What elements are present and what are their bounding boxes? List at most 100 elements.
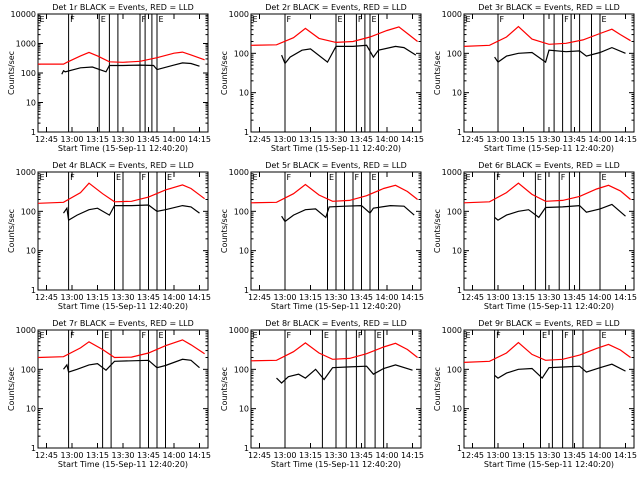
x-tick-label: 12:45 (248, 135, 271, 144)
event-marker-label: F (496, 331, 501, 340)
events-rate-line (494, 46, 626, 64)
event-marker-label: E (167, 173, 172, 182)
y-axis-label: Counts/sec (433, 51, 442, 95)
y-tick-label: 1 (457, 444, 462, 453)
x-tick-label: 12:45 (35, 451, 58, 460)
y-tick-label: 100 (447, 49, 462, 58)
chart-panel-4: Det 4r BLACK = Events, RED = LLD 1 10 100 10… (7, 161, 211, 311)
events-rate-line (494, 203, 626, 221)
event-marker-label: F (500, 15, 505, 24)
event-marker-label: E (101, 15, 106, 24)
y-axis-label: Counts/sec (433, 367, 442, 411)
events-rate-line (63, 204, 200, 222)
x-tick-label: 14:15 (401, 135, 424, 144)
x-tick-label: 13:15 (299, 451, 322, 460)
x-tick-label: 13:15 (512, 135, 535, 144)
y-tick-label: 10 (452, 89, 462, 98)
event-marker-label: E (253, 331, 258, 340)
event-marker-label: F (70, 173, 75, 182)
chart-panel-9: Det 9r BLACK = Events, RED = LLD 1 10 100 10… (433, 319, 637, 469)
plot-frame (37, 329, 209, 449)
x-axis-label: Start Time (15-Sep-11 12:40:20) (58, 144, 188, 153)
x-tick-label: 12:45 (248, 451, 271, 460)
event-marker-label: F (358, 15, 363, 24)
y-tick-label: 100 (21, 69, 36, 78)
lld-rate-line (250, 26, 418, 46)
x-axis-label: Start Time (15-Sep-11 12:40:20) (58, 460, 188, 469)
y-tick-label: 1 (244, 286, 249, 295)
y-tick-label: 10 (239, 89, 249, 98)
lld-rate-line (250, 342, 418, 362)
x-tick-label: 14:15 (614, 135, 637, 144)
event-marker-label: F (142, 331, 147, 340)
y-tick-label: 1000 (229, 168, 249, 177)
y-tick-label: 100 (234, 365, 249, 374)
event-marker-label: E (338, 15, 343, 24)
x-tick-label: 14:15 (614, 451, 637, 460)
event-marker-label: E (602, 15, 607, 24)
x-tick-label: 14:00 (588, 135, 611, 144)
event-marker-label: E (253, 173, 258, 182)
events-rate-line (281, 44, 417, 65)
y-tick-label: 1000 (442, 168, 462, 177)
event-marker-label: F (355, 173, 360, 182)
y-tick-label: 1000 (229, 10, 249, 19)
x-tick-label: 12:45 (461, 293, 484, 302)
chart-title: Det 9r BLACK = Events, RED = LLD (478, 319, 620, 328)
events-rate-line (494, 363, 626, 380)
event-marker-label: E (602, 331, 607, 340)
x-tick-label: 14:15 (188, 135, 211, 144)
chart-panel-5: Det 5r BLACK = Events, RED = LLD 1 10 100 10… (220, 161, 424, 311)
y-tick-label: 100 (447, 207, 462, 216)
x-tick-label: 13:45 (137, 293, 160, 302)
y-tick-label: 100 (234, 49, 249, 58)
x-tick-label: 13:00 (60, 293, 83, 302)
x-tick-label: 13:45 (563, 451, 586, 460)
x-tick-label: 14:00 (375, 451, 398, 460)
chart-title: Det 8r BLACK = Events, RED = LLD (265, 319, 407, 328)
y-tick-label: 100 (21, 207, 36, 216)
event-marker-label: E (40, 15, 45, 24)
y-tick-label: 10 (239, 247, 249, 256)
x-tick-label: 14:00 (588, 451, 611, 460)
lld-rate-line (37, 339, 205, 359)
events-rate-line (281, 204, 415, 223)
y-tick-label: 1 (31, 444, 36, 453)
y-tick-label: 10 (26, 247, 36, 256)
event-marker-label: E (542, 331, 547, 340)
x-tick-label: 12:45 (461, 451, 484, 460)
chart-title: Det 2r BLACK = Events, RED = LLD (265, 3, 407, 12)
x-tick-label: 13:30 (111, 135, 134, 144)
x-axis-label: Start Time (15-Sep-11 12:40:20) (484, 460, 614, 469)
event-marker-label: E (466, 173, 471, 182)
event-marker-label: F (564, 331, 569, 340)
event-marker-label: E (537, 173, 542, 182)
x-axis-label: Start Time (15-Sep-11 12:40:20) (484, 144, 614, 153)
x-tick-label: 13:00 (486, 135, 509, 144)
x-tick-label: 14:00 (162, 451, 185, 460)
x-tick-label: 13:45 (350, 293, 373, 302)
event-marker-label: F (70, 331, 75, 340)
event-marker-label: F (70, 15, 75, 24)
event-marker-label: E (602, 173, 607, 182)
y-tick-label: 100 (21, 365, 36, 374)
y-tick-label: 1 (457, 286, 462, 295)
y-tick-label: 10 (26, 99, 36, 108)
x-tick-label: 13:00 (273, 451, 296, 460)
y-tick-label: 100 (447, 365, 462, 374)
x-tick-label: 13:45 (563, 135, 586, 144)
lld-rate-line (38, 51, 205, 65)
y-tick-label: 10 (452, 405, 462, 414)
x-tick-label: 14:15 (188, 451, 211, 460)
x-tick-label: 13:30 (324, 451, 347, 460)
x-tick-label: 12:45 (35, 293, 58, 302)
chart-title: Det 3r BLACK = Events, RED = LLD (478, 3, 620, 12)
y-tick-label: 1000 (229, 326, 249, 335)
y-axis-label: Counts/sec (7, 51, 16, 95)
x-tick-label: 14:15 (401, 293, 424, 302)
x-tick-label: 14:00 (375, 293, 398, 302)
x-tick-label: 13:00 (486, 451, 509, 460)
x-tick-label: 14:00 (588, 293, 611, 302)
events-rate-line (63, 358, 200, 373)
